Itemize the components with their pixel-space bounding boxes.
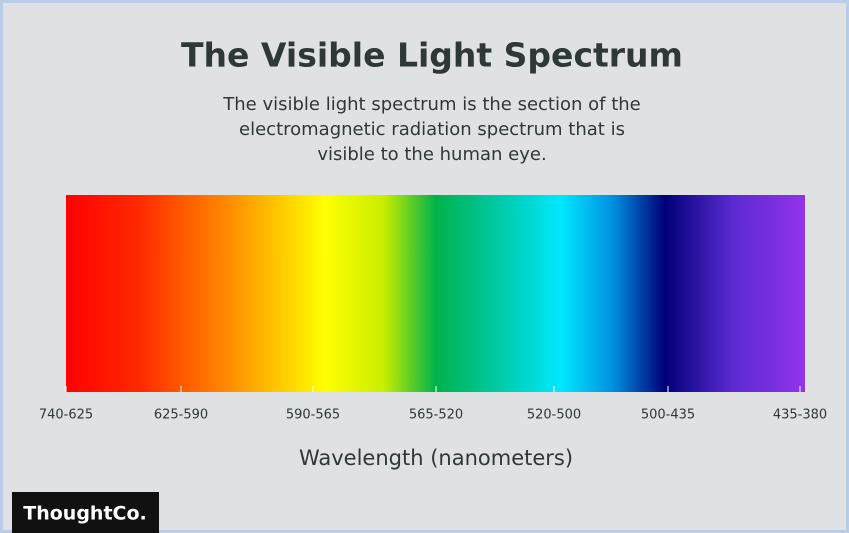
spectrum-bar (66, 195, 805, 392)
wavelength-labels: 740-625 625-590 590-565 565-520 520-500 500-4… (39, 386, 827, 423)
subtitle-line: visible to the human eye. (317, 144, 546, 165)
axis-label: Wavelength (nanometers) (299, 446, 573, 470)
wavelength-label: 520-500 (527, 408, 581, 423)
wavelength-label: 435-380 (773, 408, 827, 423)
wavelength-label: 565-520 (409, 408, 463, 423)
subtitle-line: electromagnetic radiation spectrum that … (239, 119, 625, 140)
title: The Visible Light Spectrum (181, 36, 683, 75)
wavelength-label: 500-435 (641, 408, 695, 423)
brand: ThoughtCo. (23, 503, 147, 525)
brand-box (12, 492, 159, 533)
subtitle: The visible light spectrum is the sectio… (222, 94, 641, 165)
wavelength-label: 740-625 (39, 408, 93, 423)
wavelength-label: 590-565 (286, 408, 340, 423)
wavelength-label: 625-590 (154, 408, 208, 423)
subtitle-line: The visible light spectrum is the sectio… (222, 94, 641, 115)
